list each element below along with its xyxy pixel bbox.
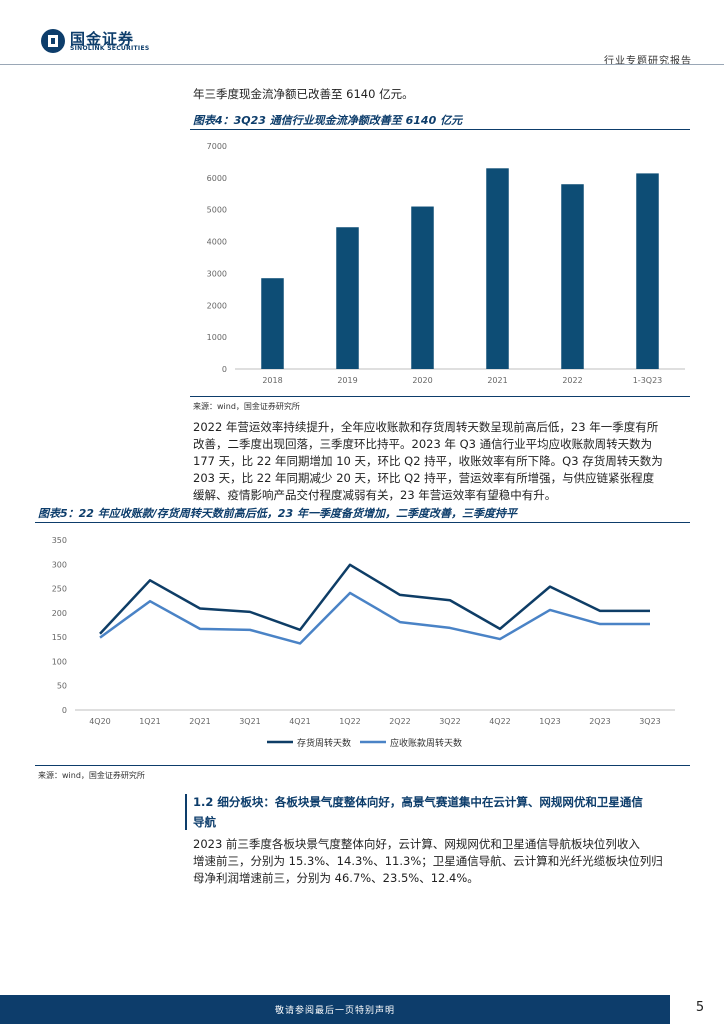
- y-tick-label: 250: [52, 585, 67, 594]
- y-tick-label: 150: [52, 633, 67, 642]
- operating-efficiency-paragraph: 2022 年营运效率持续提升，全年应收账款和存货周转天数呈现前高后低，23 年一…: [193, 419, 693, 504]
- bar-2022: [561, 184, 584, 369]
- y-tick-label: 50: [57, 682, 67, 691]
- x-tick-label: 3Q21: [239, 717, 261, 726]
- logo-english-name: SINOLINK SECURITIES: [70, 45, 150, 52]
- figure5-title: 图表5：22 年应收账款/存货周转天数前高后低，23 年一季度备货增加，二季度改…: [38, 507, 517, 520]
- section-body-line: 2023 前三季度各板块景气度整体向好，云计算、网规网优和卫星通信导航板块位列收…: [193, 837, 640, 851]
- y-tick-label: 300: [52, 560, 67, 569]
- x-tick-label: 2Q23: [589, 717, 611, 726]
- paragraph-line: 203 天，比 22 年同期减少 20 天，环比 Q2 持平，营运效率有所增强，…: [193, 471, 655, 485]
- figure4-title-rule: [190, 129, 690, 130]
- section-body-line: 增速前三，分别为 15.3%、14.3%、11.3%；卫星通信导航、云计算和光纤…: [193, 854, 663, 868]
- turnover-days-line-chart: 4Q20 1Q21 2Q21 3Q21 4Q21 1Q22 2Q22 3Q22 4Q22 1Q23…: [52, 536, 675, 749]
- footer-bar: [0, 995, 670, 1024]
- x-tick-label: 2Q21: [189, 717, 211, 726]
- y-tick-label: 0: [62, 706, 67, 715]
- bar-2019: [336, 227, 359, 369]
- section-title-line: 导航: [193, 815, 216, 829]
- sinolink-logo-icon: [41, 29, 65, 53]
- paragraph-line: 177 天，比 22 年同期增加 10 天，环比 Q2 持平，收账效率有所下降。…: [193, 454, 663, 468]
- bar-1-3Q23: [636, 173, 659, 369]
- document-type-label: 行业专题研究报告: [604, 56, 692, 67]
- figure5-source: 来源：wind，国金证券研究所: [38, 771, 145, 780]
- intro-text: 年三季度现金流净额已改善至 6140 亿元。: [193, 87, 414, 101]
- bar-2018: [261, 278, 284, 369]
- y-tick-label: 7000: [207, 142, 227, 151]
- y-tick-label: 200: [52, 609, 67, 618]
- inventory-turnover-line: [99, 563, 650, 635]
- footer-disclaimer: 敬请参阅最后一页特别声明: [274, 1006, 395, 1016]
- x-tick-label: 1Q22: [339, 717, 361, 726]
- section-title: 1.2 细分板块：各板块景气度整体向好，高景气赛道集中在云计算、网规网优和卫星通…: [193, 792, 703, 832]
- x-tick-label: 2021: [487, 376, 507, 385]
- y-tick-label: 3000: [207, 269, 227, 278]
- section-marker-bar: [185, 794, 187, 830]
- bar-2021: [486, 168, 509, 369]
- legend-receivable-label: 应收账款周转天数: [390, 737, 462, 749]
- y-tick-label: 6000: [207, 174, 227, 183]
- x-tick-label: 1-3Q23: [633, 376, 663, 385]
- y-tick-label: 4000: [207, 238, 227, 247]
- y-tick-label: 1000: [207, 333, 227, 342]
- x-tick-label: 2020: [412, 376, 432, 385]
- receivable-turnover-line: [99, 591, 650, 645]
- paragraph-line: 2022 年营运效率持续提升，全年应收账款和存货周转天数呈现前高后低，23 年一…: [193, 420, 659, 434]
- cashflow-bar-chart: 2018 2019 2020 2021 2022 1-3Q23 0 1000 2000 3000…: [207, 142, 685, 385]
- section-body: 2023 前三季度各板块景气度整体向好，云计算、网规网优和卫星通信导航板块位列收…: [193, 836, 703, 887]
- figure4-bottom-rule: [190, 396, 690, 397]
- section-body-line: 母净利润增速前三，分别为 46.7%、23.5%、12.4%。: [193, 871, 479, 885]
- bar-2020: [411, 206, 434, 369]
- x-tick-label: 2022: [562, 376, 582, 385]
- section-title-line: 1.2 细分板块：各板块景气度整体向好，高景气赛道集中在云计算、网规网优和卫星通…: [193, 795, 643, 809]
- x-tick-label: 4Q20: [89, 717, 111, 726]
- x-tick-label: 1Q21: [139, 717, 161, 726]
- y-tick-label: 5000: [207, 206, 227, 215]
- figure4-source: 来源：wind，国金证券研究所: [193, 402, 300, 411]
- x-tick-label: 3Q22: [439, 717, 461, 726]
- header-divider: [0, 64, 724, 65]
- paragraph-line: 改善，二季度出现回落，三季度环比持平。2023 年 Q3 通信行业平均应收账款周…: [193, 437, 653, 451]
- legend-inventory-label: 存货周转天数: [297, 737, 351, 749]
- paragraph-line: 缓解、疫情影响产品交付程度减弱有关，23 年营运效率有望稳中有升。: [193, 488, 557, 502]
- x-tick-label: 2019: [337, 376, 357, 385]
- y-tick-label: 0: [222, 365, 227, 374]
- logo-chinese-name: 国金证券: [70, 30, 135, 48]
- y-tick-label: 100: [52, 657, 67, 666]
- figure5-title-rule: [35, 522, 690, 523]
- figure4-title: 图表4：3Q23 通信行业现金流净额改善至 6140 亿元: [193, 114, 463, 127]
- figure5-bottom-rule: [35, 765, 690, 766]
- x-tick-label: 4Q22: [489, 717, 511, 726]
- page-number: 5: [695, 1000, 705, 1015]
- x-tick-label: 3Q23: [639, 717, 661, 726]
- x-tick-label: 4Q21: [289, 717, 311, 726]
- y-tick-label: 350: [52, 536, 67, 545]
- x-tick-label: 1Q23: [539, 717, 561, 726]
- y-tick-label: 2000: [207, 301, 227, 310]
- x-tick-label: 2018: [262, 376, 282, 385]
- x-tick-label: 2Q22: [389, 717, 411, 726]
